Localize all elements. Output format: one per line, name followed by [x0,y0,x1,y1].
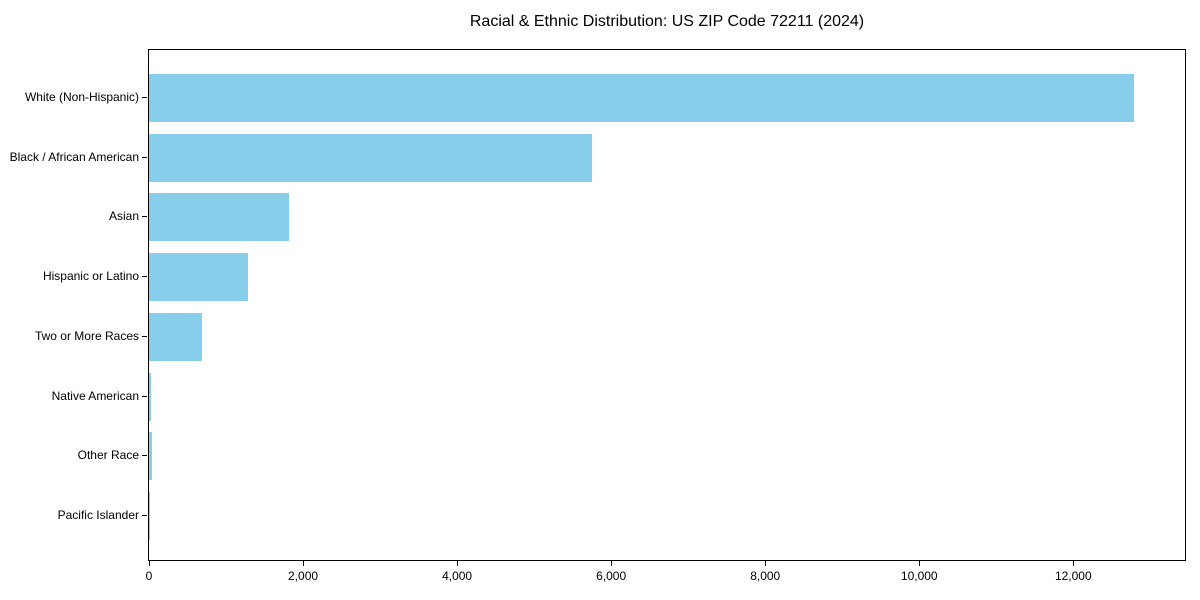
y-tick-label-two-or-more-races: Two or More Races [34,328,139,343]
x-tick-label-4000: 4,000 [442,569,473,583]
y-tick-label-native-american: Native American [51,388,139,403]
y-tick-label-asian: Asian [108,209,139,224]
x-tick-mark [148,561,150,566]
x-tick-label-2000: 2,000 [288,569,319,583]
bar-hispanic-or-latino [149,253,248,302]
bar-two-or-more-races [149,312,202,361]
x-tick-label-8000: 8,000 [750,569,781,583]
bar-pacific-islander [149,491,150,540]
bar-black-african-american [149,133,592,182]
y-tick-mark [142,514,147,516]
y-tick-mark [142,455,147,457]
y-tick-mark [142,395,147,397]
y-tick-label-other-race: Other Race [77,448,139,463]
x-tick-mark [918,561,920,566]
x-tick-mark [456,561,458,566]
y-tick-label-white-non-hispanic: White (Non-Hispanic) [24,90,139,104]
y-tick-mark [142,156,147,158]
y-tick-mark [142,335,147,337]
bar-other-race [149,432,153,481]
x-tick-label-12000: 12,000 [1054,569,1092,583]
x-tick-label-10000: 10,000 [900,569,938,583]
y-tick-mark [142,97,147,98]
x-tick-mark [302,561,304,566]
x-tick-mark [1072,561,1074,566]
x-tick-label-6000: 6,000 [596,569,627,583]
plot-area [148,49,1186,561]
x-tick-mark [610,561,612,566]
y-tick-label-pacific-islander: Pacific Islander [57,507,139,522]
bar-native-american [149,372,152,421]
y-tick-mark [142,216,147,218]
y-tick-mark [142,276,147,278]
y-tick-label-hispanic-or-latino: Hispanic or Latino [42,269,139,284]
y-tick-label-black-african-american: Black / African American [9,149,139,164]
bar-white-non-hispanic [149,74,1135,122]
x-tick-mark [764,561,766,566]
chart-title: Racial & Ethnic Distribution: US ZIP Cod… [469,13,865,30]
x-tick-label-0: 0 [145,569,153,583]
bar-asian [149,193,290,242]
